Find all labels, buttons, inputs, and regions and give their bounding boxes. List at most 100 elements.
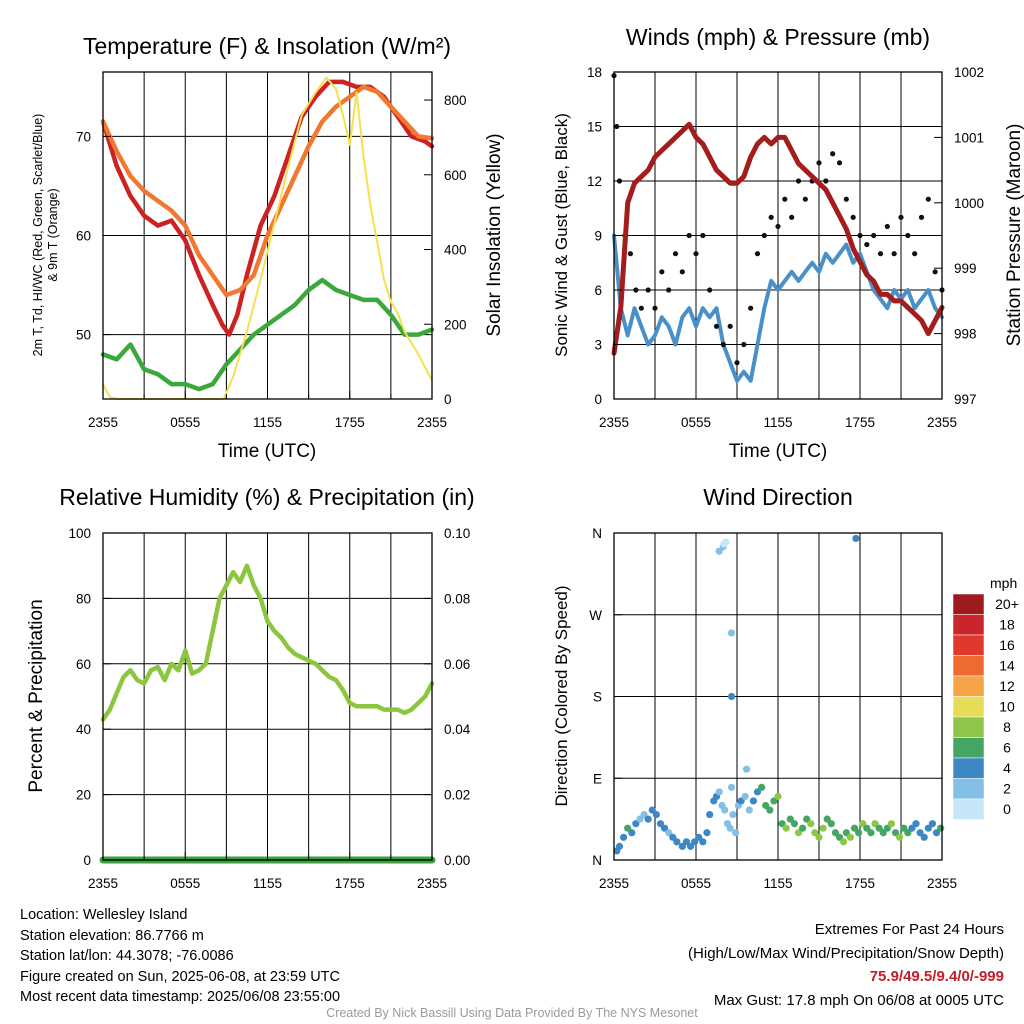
legend-swatch	[952, 655, 985, 677]
gust-point	[850, 214, 856, 220]
y-tick-label-left: 60	[76, 657, 91, 672]
direction-point	[729, 810, 737, 819]
y-tick-label-right: 998	[954, 327, 977, 342]
x-tick-label: 2355	[88, 415, 118, 430]
direction-point	[727, 783, 736, 791]
direction-point	[721, 806, 729, 814]
gust-point	[693, 251, 699, 257]
legend-unit: mph	[990, 575, 1017, 591]
y-tick-label-right: 1002	[954, 65, 984, 80]
legend-swatch	[952, 757, 985, 779]
winds-title: Winds (mph) & Pressure (mb)	[626, 24, 930, 50]
direction-point	[790, 820, 799, 828]
gust-point	[720, 341, 726, 348]
direction-point	[722, 538, 730, 546]
direction-point	[745, 806, 753, 814]
gust-point	[638, 305, 644, 311]
gust-point	[768, 214, 774, 220]
y-tick-label-left: 18	[587, 65, 602, 80]
gust-point	[686, 232, 692, 239]
y-tick-label-left: 12	[587, 174, 602, 189]
legend-label: 6	[1003, 740, 1011, 756]
winds-panel: Winds (mph) & Pressure (mb) 2355 0555 1155…	[552, 24, 1024, 462]
direction-point	[727, 629, 736, 637]
gust-point	[816, 160, 822, 166]
gust-point	[633, 287, 639, 293]
gust-point	[761, 232, 767, 239]
y-tick-label-left: 9	[594, 229, 602, 244]
station-info: Location: Wellesley Island Station eleva…	[20, 905, 340, 1008]
direction-point	[887, 820, 896, 828]
gust-point	[754, 251, 761, 257]
y-tick-label-left: 20	[76, 788, 91, 803]
direction-title: Wind Direction	[703, 484, 853, 510]
y-tick-label-left: 40	[76, 722, 91, 737]
gust-point	[891, 251, 897, 257]
direction-point	[652, 810, 660, 819]
humidity-ticks: 2355 0555 1155 1755 2355 0 20 40 60 80 100 0.00 0.02…	[68, 526, 470, 891]
y-tick-label-left: E	[593, 771, 602, 786]
speed-legend: 20+ 18 16 14 12 10 8 6 4 2 0	[952, 593, 1019, 820]
x-tick-label: 0555	[681, 876, 711, 891]
direction-point	[644, 815, 652, 823]
humidity-grid	[103, 533, 432, 860]
temperature-ticks: 2355 0555 1155 1755 2355 50 60 70 0 200 400 600 800	[76, 93, 467, 430]
gust-point	[782, 196, 788, 202]
legend-swatch	[952, 798, 985, 820]
y-tick-label-right: 1000	[954, 196, 984, 211]
direction-point	[867, 829, 875, 837]
y-tick-label-left: 70	[76, 129, 91, 144]
y-tick-label-left: S	[593, 690, 602, 705]
winds-grid	[614, 72, 942, 399]
winds-ticks: 2355 0555 1155 1755 2355 0 3 6 9 12 15 18 997 998 999 1…	[587, 65, 984, 430]
legend-label: 0	[1003, 801, 1011, 817]
series-line-9m-t	[100, 84, 435, 298]
winds-ylabel-right: Station Pressure (Maroon)	[1004, 124, 1024, 347]
legend-swatch	[952, 675, 985, 697]
recent-data-timestamp: Most recent data timestamp: 2025/06/08 2…	[20, 989, 341, 1005]
legend-label: 8	[1003, 719, 1011, 735]
gust-point	[645, 287, 651, 293]
direction-point	[715, 788, 723, 796]
x-tick-label: 2355	[417, 876, 447, 891]
y-tick-label-left: 6	[594, 283, 602, 298]
y-tick-label-left: 60	[76, 229, 91, 244]
direction-point	[840, 838, 848, 846]
gust-point	[659, 269, 665, 275]
temperature-title: Temperature (F) & Insolation (W/m²)	[83, 33, 451, 59]
gust-point	[802, 196, 808, 202]
extremes-title: Extremes For Past 24 Hours	[814, 921, 1004, 938]
y-tick-label-right: 0.06	[444, 657, 470, 672]
extremes-info: Extremes For Past 24 Hours (High/Low/Max…	[688, 918, 1004, 1012]
direction-point	[742, 765, 751, 773]
gust-point	[857, 232, 863, 239]
credit-line: Created By Nick Bassill Using Data Provi…	[326, 1006, 698, 1020]
legend-swatch	[952, 778, 985, 800]
legend-label: 10	[999, 699, 1015, 715]
gust-point	[898, 214, 904, 220]
x-tick-label: 1155	[253, 876, 282, 891]
series-line-sonic-wind	[612, 233, 944, 383]
gust-point	[877, 251, 884, 257]
gust-point	[775, 223, 781, 230]
gust-point	[789, 214, 795, 220]
gust-point	[627, 251, 634, 257]
x-tick-label: 1755	[335, 876, 365, 891]
direction-point	[799, 824, 807, 832]
direction-point	[896, 833, 904, 841]
y-tick-label-left: 80	[76, 591, 91, 606]
legend-swatch	[952, 737, 985, 759]
direction-point	[937, 824, 945, 832]
direction-point	[732, 829, 740, 837]
x-tick-label: 1755	[335, 415, 365, 430]
series-line-relative-humidity	[100, 563, 435, 722]
winds-ylabel-left: Sonic Wind & Gust (Blue, Black)	[552, 113, 571, 357]
y-tick-label-right: 600	[444, 168, 467, 183]
direction-point	[782, 824, 790, 832]
y-tick-label-right: 0	[444, 392, 452, 407]
y-tick-label-left: N	[592, 526, 602, 541]
legend-swatch	[952, 593, 985, 615]
direction-point	[741, 792, 749, 801]
y-tick-label-left: 50	[76, 328, 91, 343]
